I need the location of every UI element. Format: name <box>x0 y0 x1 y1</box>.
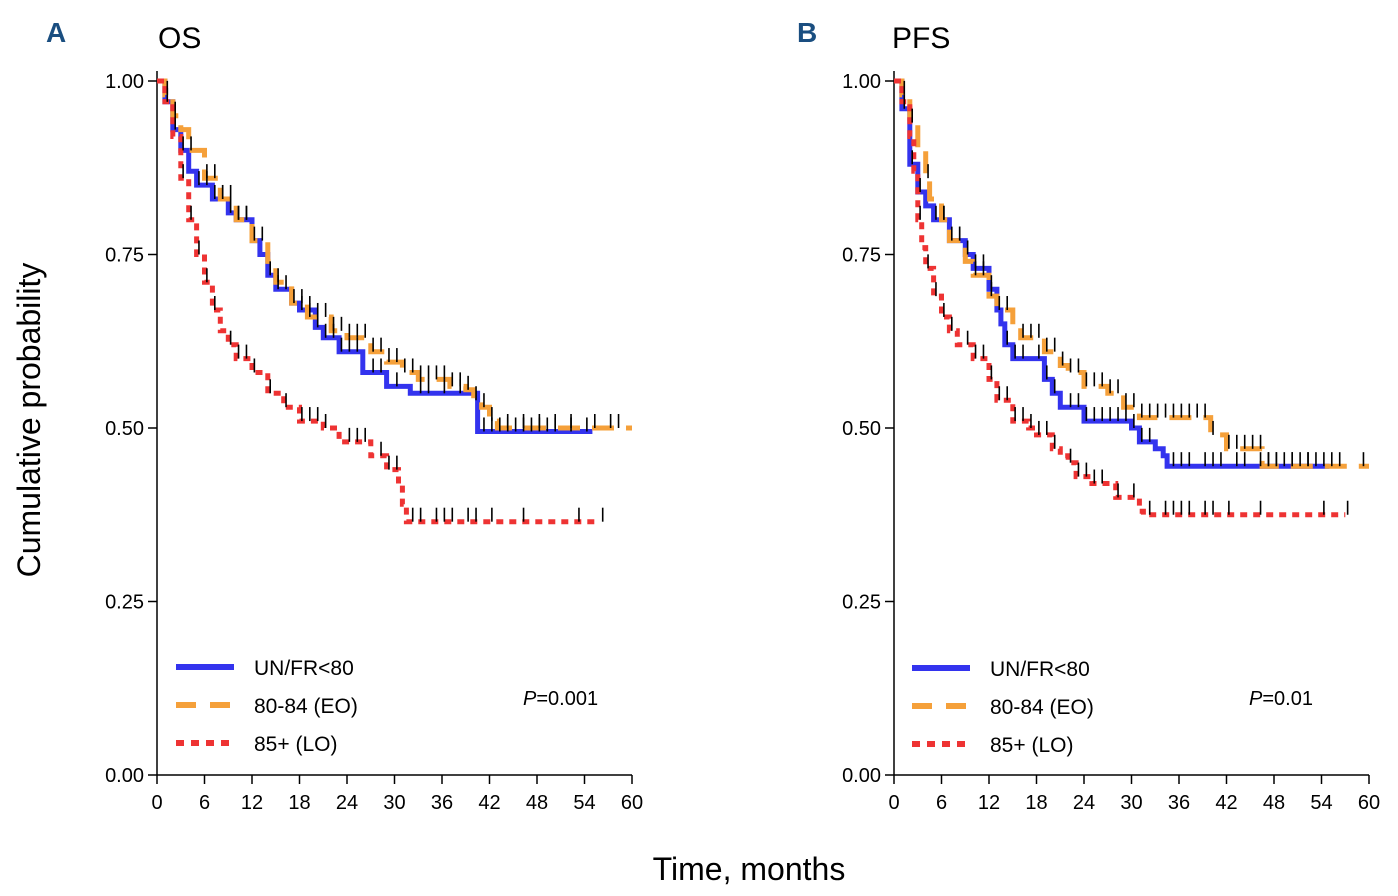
x-tick-label: 30 <box>1120 792 1142 814</box>
y-tick-label: 1.00 <box>842 71 881 93</box>
x-tick-label: 12 <box>978 792 1000 814</box>
x-tick-label: 48 <box>526 792 548 814</box>
x-tick-label: 54 <box>1310 792 1332 814</box>
x-tick-label: 42 <box>478 792 500 814</box>
x-tick-label: 30 <box>383 792 405 814</box>
x-tick-label: 6 <box>199 792 210 814</box>
axes: 0.00 0.25 0.50 0.75 1.00 0 6 12 18 24 30 36 42 48 54 60 <box>105 71 643 814</box>
x-tick-label: 18 <box>1025 792 1047 814</box>
curve-85-lo- <box>157 78 601 525</box>
panel-b-pfs: B PFS 0.00 0.25 0.50 0.75 1.00 0 6 12 18 24 30 36 42… <box>797 17 1380 814</box>
axes: 0.00 0.25 0.50 0.75 1.00 0 6 12 18 24 30 36 42 48 54 60 <box>842 71 1380 814</box>
y-tick-label: 0.25 <box>842 592 881 614</box>
x-axis-title: Time, months <box>653 851 846 887</box>
legend-label: 80-84 (EO) <box>990 696 1094 719</box>
panel-title: PFS <box>892 22 950 55</box>
y-tick-label: 0.00 <box>105 765 144 787</box>
legend-label: UN/FR<80 <box>990 658 1090 681</box>
panel-letter: B <box>797 17 817 48</box>
legend: UN/FR<80 80-84 (EO) 85+ (LO) <box>176 657 358 756</box>
x-tick-label: 18 <box>288 792 310 814</box>
p-label: P <box>1249 688 1263 710</box>
legend: UN/FR<80 80-84 (EO) 85+ (LO) <box>912 658 1094 757</box>
x-tick-label: 48 <box>1263 792 1285 814</box>
p-value: =0.01 <box>1262 688 1313 710</box>
x-tick-label: 54 <box>573 792 595 814</box>
y-tick-label: 0.75 <box>842 245 881 267</box>
legend-label: 80-84 (EO) <box>254 695 358 718</box>
x-tick-label: 60 <box>1358 792 1380 814</box>
y-tick-label: 0.50 <box>105 418 144 440</box>
legend-label: 85+ (LO) <box>990 734 1073 757</box>
curve-85-lo- <box>894 78 1346 518</box>
y-tick-label: 0.50 <box>842 418 881 440</box>
p-value-annotation: P=0.01 <box>1249 688 1313 710</box>
y-tick-label: 0.75 <box>105 245 144 267</box>
x-tick-label: 60 <box>621 792 643 814</box>
curve-80-84-eo- <box>894 78 1369 469</box>
x-tick-label: 36 <box>431 792 453 814</box>
panel-a-os: A OS 0.00 0.25 0.50 0.75 1.00 0 6 12 18 24 30 36 42 4… <box>46 17 643 814</box>
x-tick-label: 0 <box>151 792 162 814</box>
x-tick-label: 42 <box>1215 792 1237 814</box>
legend-label: UN/FR<80 <box>254 657 354 680</box>
censor-marks <box>903 80 1365 515</box>
x-tick-label: 6 <box>936 792 947 814</box>
censor-marks <box>166 80 620 522</box>
curve-80-84-eo- <box>157 78 632 431</box>
panel-title: OS <box>158 22 201 55</box>
panel-letter: A <box>46 17 66 48</box>
x-tick-label: 0 <box>888 792 899 814</box>
p-value: =0.001 <box>536 688 598 710</box>
x-tick-label: 36 <box>1168 792 1190 814</box>
survival-curves <box>894 78 1369 518</box>
survival-curves <box>157 78 632 525</box>
y-axis-title: Cumulative probability <box>11 263 47 578</box>
curve-un-fr-80 <box>894 78 1330 469</box>
y-tick-label: 1.00 <box>105 71 144 93</box>
p-label: P <box>523 688 537 710</box>
x-tick-label: 24 <box>336 792 358 814</box>
y-tick-label: 0.25 <box>105 592 144 614</box>
p-value-annotation: P=0.001 <box>523 688 598 710</box>
y-tick-label: 0.00 <box>842 765 881 787</box>
x-tick-label: 12 <box>241 792 263 814</box>
curve-un-fr-80 <box>157 78 593 434</box>
legend-label: 85+ (LO) <box>254 733 337 756</box>
x-tick-label: 24 <box>1073 792 1095 814</box>
